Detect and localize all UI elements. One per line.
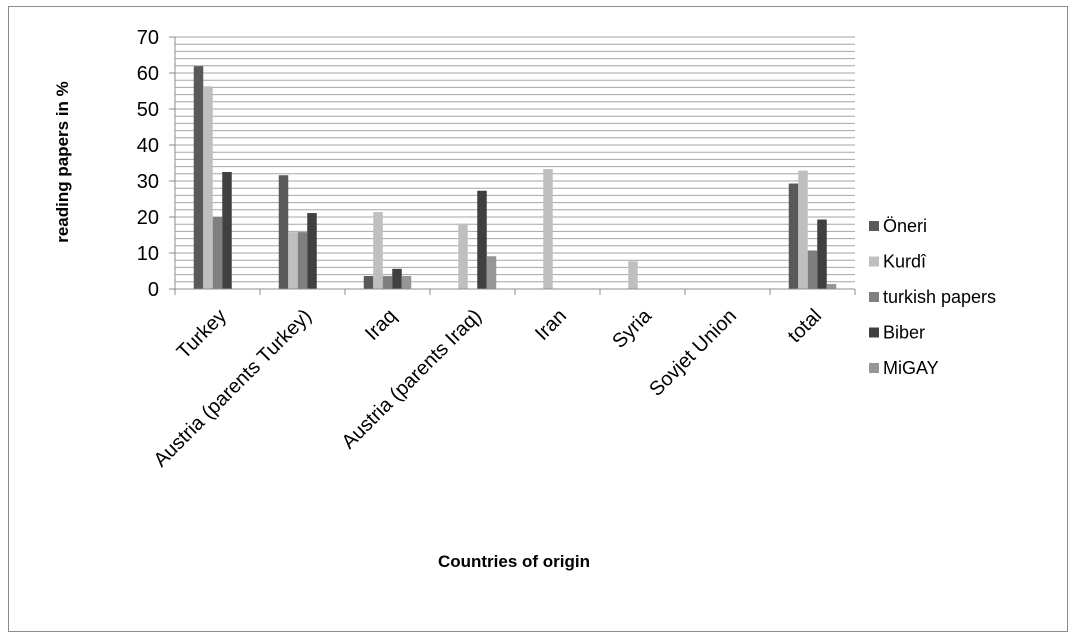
legend-swatch	[869, 327, 879, 338]
bar	[297, 232, 308, 289]
bar	[486, 256, 497, 289]
bar	[288, 232, 298, 289]
x-tick-label: Turkey	[173, 305, 231, 363]
bar	[373, 211, 383, 289]
x-tick-label: Austria (parents Turkey)	[150, 305, 316, 471]
x-tick-label: Sovjet Union	[645, 305, 741, 401]
bar	[212, 217, 223, 289]
legend-label: Kurdî	[883, 252, 927, 272]
legend-swatch	[869, 363, 879, 373]
legend-label: MiGAY	[883, 358, 939, 378]
bar	[458, 223, 468, 289]
x-tick-label: Iraq	[361, 305, 401, 345]
y-tick-label: 0	[148, 279, 159, 301]
y-tick-label: 70	[137, 27, 159, 49]
bars	[193, 66, 837, 289]
bar	[392, 268, 402, 289]
bar	[278, 175, 289, 289]
y-tick-label: 50	[137, 99, 159, 121]
bar	[628, 261, 638, 289]
legend-swatch	[869, 221, 879, 231]
y-tick-label: 30	[137, 171, 159, 193]
legend: Öneri Kurdî turkish papers Biber MiGAY	[869, 216, 996, 378]
bar	[203, 86, 213, 289]
bar	[798, 170, 808, 289]
legend-swatch	[869, 256, 879, 267]
x-tick-label: Syria	[608, 304, 656, 352]
chart-frame	[8, 6, 1068, 632]
y-tick-label: 40	[137, 135, 159, 157]
y-tick-label: 60	[137, 63, 159, 85]
bar	[826, 283, 837, 289]
bar	[193, 66, 204, 289]
gridlines	[175, 36, 855, 283]
x-tick-label: Austria (parents Iraq)	[338, 305, 486, 453]
y-tick-labels: 0 10 20 30 40 50 60 70	[137, 27, 159, 301]
legend-label: turkish papers	[883, 287, 996, 307]
y-axis-title: reading papers in %	[53, 81, 72, 243]
x-axis-title: Countries of origin	[438, 552, 590, 571]
x-tick-label: Iran	[531, 305, 571, 345]
y-tick-label: 20	[137, 207, 159, 229]
bar	[363, 276, 374, 289]
x-tick-label: total	[784, 305, 826, 347]
bar	[401, 276, 412, 289]
bar	[543, 169, 553, 289]
axes	[169, 36, 856, 295]
legend-label: Biber	[883, 323, 925, 343]
legend-label: Öneri	[883, 216, 927, 236]
bar	[307, 213, 317, 289]
bar	[817, 219, 827, 289]
bar	[477, 190, 487, 289]
y-tick-label: 10	[137, 243, 159, 265]
bar	[382, 276, 393, 289]
bar	[788, 183, 799, 289]
legend-swatch	[869, 292, 879, 302]
bar	[222, 172, 232, 289]
bar	[807, 250, 818, 289]
